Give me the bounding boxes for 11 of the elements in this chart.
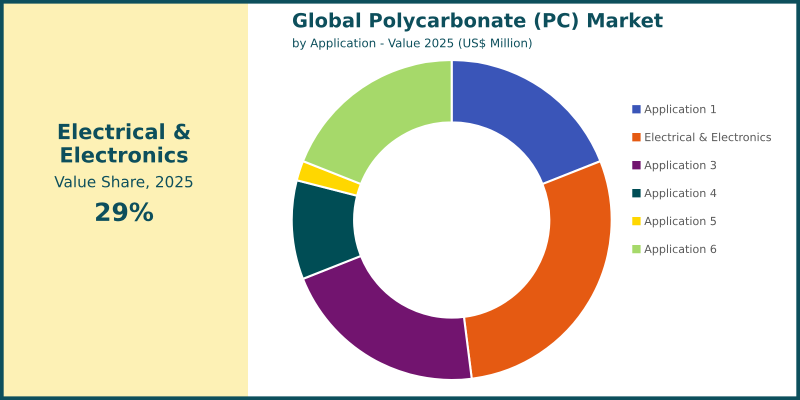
legend-label: Application 1 [644, 104, 716, 116]
chart-subtitle: by Application - Value 2025 (US$ Million) [293, 38, 532, 50]
legend-label: Application 6 [644, 244, 716, 256]
text: Electrical & Electronics [58, 123, 190, 163]
legend-label: Application 5 [644, 216, 716, 228]
legend-label: Application 4 [644, 188, 716, 200]
text: 29% [96, 202, 154, 222]
legend-label: Electrical & Electronics [645, 132, 772, 142]
legend-label: Application 3 [644, 160, 716, 172]
text: Value Share, 2025 [54, 176, 192, 189]
chart-title: Global Polycarbonate (PC) Market [292, 12, 663, 32]
